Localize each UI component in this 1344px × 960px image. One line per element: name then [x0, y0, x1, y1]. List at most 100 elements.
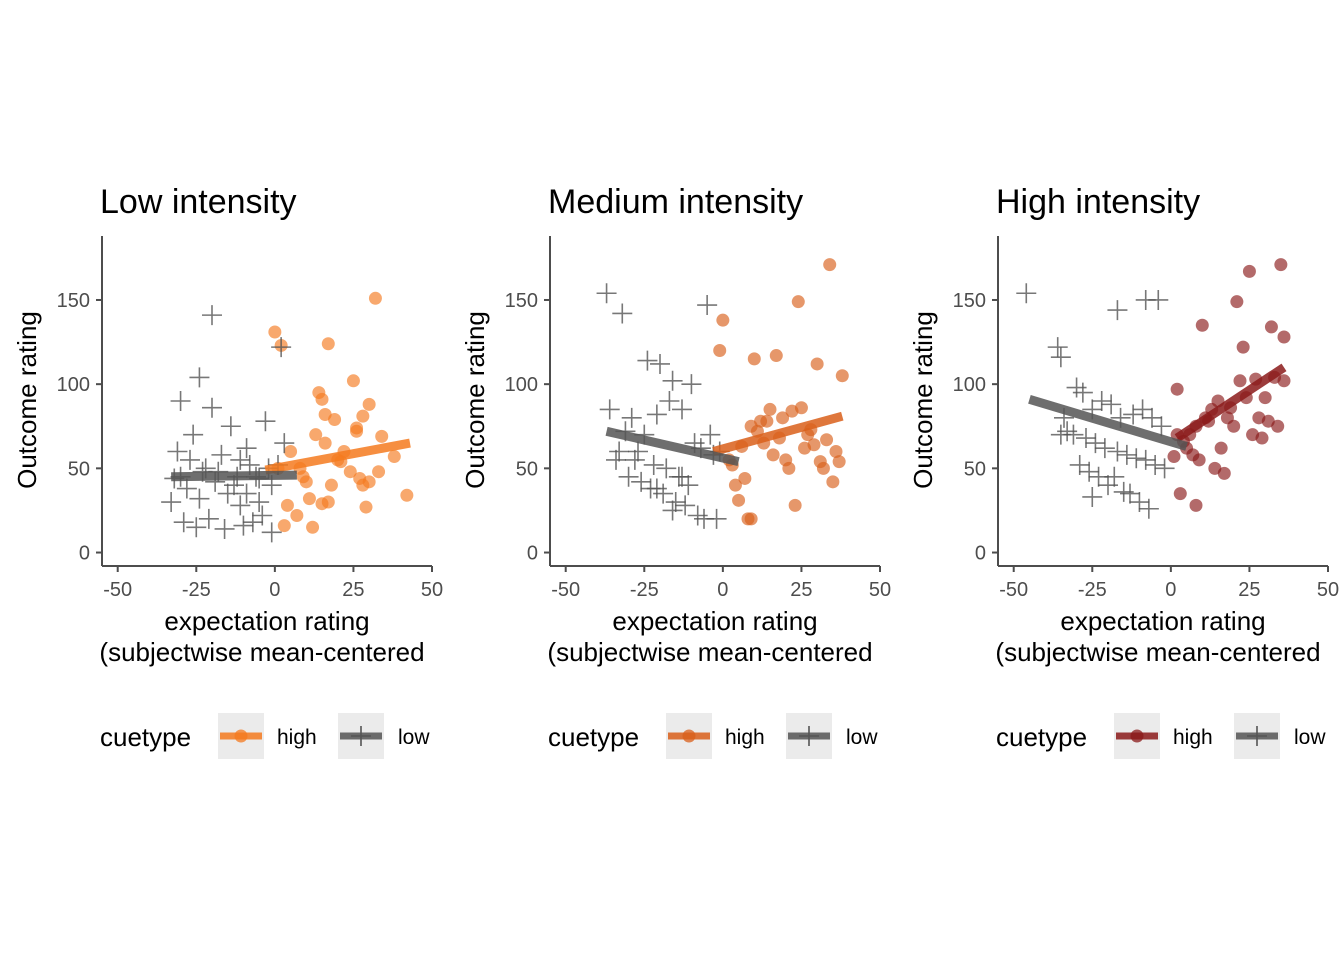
point-high: [744, 419, 758, 433]
panel-title: Low intensity: [100, 183, 297, 221]
point-high: [1167, 450, 1181, 464]
fit-line-high: [1174, 363, 1287, 442]
point-low: [236, 483, 257, 504]
point-high: [277, 519, 291, 533]
y-tick-label: 0: [527, 543, 538, 565]
point-low: [233, 515, 254, 536]
point-low: [1050, 347, 1071, 368]
point-low: [1079, 461, 1100, 482]
y-axis-label: Outcome rating: [908, 311, 938, 489]
point-low: [646, 404, 667, 425]
point-low: [621, 407, 642, 428]
point-high: [826, 475, 840, 489]
y-tick-label: 150: [57, 290, 90, 312]
point-high: [1195, 318, 1209, 332]
point-low: [189, 488, 210, 509]
point-high: [766, 448, 780, 462]
point-low: [599, 399, 620, 420]
point-low: [252, 505, 273, 526]
point-low: [1076, 428, 1096, 449]
point-high: [268, 325, 282, 339]
legend-label-low: low: [398, 726, 430, 749]
x-tick-label: -25: [182, 579, 211, 601]
point-low: [1151, 416, 1172, 437]
y-tick-label: 100: [953, 374, 986, 396]
y-tick-label: 150: [953, 290, 986, 312]
point-low: [230, 495, 251, 516]
point-high: [1255, 431, 1269, 445]
point-low: [167, 441, 188, 462]
point-low: [1016, 283, 1037, 304]
point-low: [1154, 458, 1175, 479]
x-tick-label: -25: [630, 579, 659, 601]
x-tick-label: 50: [421, 579, 443, 601]
point-low: [646, 478, 667, 499]
point-low: [681, 374, 702, 395]
point-high: [728, 478, 742, 492]
y-tick-label: 100: [57, 374, 90, 396]
point-low: [1101, 394, 1122, 415]
x-tick-label: -50: [999, 579, 1028, 601]
point-low: [618, 466, 639, 487]
point-low: [1082, 486, 1103, 507]
point-high: [832, 455, 846, 469]
point-high: [782, 461, 796, 475]
point-low: [665, 492, 686, 513]
panel-1: Low intensity 0 50 100 150 -50 -25 0 25 50 expecta…: [12, 183, 443, 759]
legend-title: cuetype: [996, 722, 1087, 752]
legend: cuetype high low: [100, 713, 430, 759]
legend-marker-low: [1247, 726, 1267, 746]
point-high: [835, 369, 849, 383]
legend-label-high: high: [1173, 726, 1213, 749]
point-low: [236, 438, 257, 459]
legend-label-high: high: [725, 726, 765, 749]
point-high: [1236, 340, 1250, 354]
x-tick-label: 25: [1238, 579, 1260, 601]
point-high: [738, 471, 752, 485]
panel-title: High intensity: [996, 183, 1200, 221]
point-low: [1142, 407, 1162, 428]
point-low: [606, 449, 626, 470]
point-high: [816, 461, 830, 475]
point-low: [271, 337, 292, 358]
fit-line-high: [712, 411, 844, 456]
point-high: [820, 433, 834, 447]
point-low: [1116, 444, 1137, 465]
point-high: [1274, 258, 1288, 272]
point-high: [368, 291, 382, 305]
point-high: [713, 343, 727, 357]
x-axis-label-line2: (subjectwise mean-centered: [995, 637, 1320, 667]
y-tick-label: 150: [505, 290, 538, 312]
legend-label-high: high: [277, 726, 317, 749]
point-low: [662, 500, 683, 521]
point-low: [202, 397, 222, 418]
point-low: [198, 508, 219, 529]
point-high: [321, 495, 335, 509]
point-high: [1170, 382, 1184, 396]
legend-label-low: low: [846, 726, 878, 749]
y-axis-label: Outcome rating: [12, 311, 42, 489]
point-low: [609, 441, 630, 462]
point-low: [261, 522, 282, 543]
legend-label-low: low: [1294, 726, 1326, 749]
x-tick-label: 0: [717, 579, 728, 601]
point-low: [1094, 438, 1115, 459]
point-high: [1277, 330, 1291, 344]
point-high: [346, 374, 360, 388]
x-tick-label: 50: [1317, 579, 1339, 601]
point-high: [302, 492, 316, 506]
y-tick-label: 50: [964, 458, 986, 480]
point-low: [672, 399, 692, 420]
point-high: [375, 429, 389, 443]
y-axis-label: Outcome rating: [460, 311, 490, 489]
point-high: [318, 436, 332, 450]
point-low: [662, 370, 683, 391]
point-low: [1091, 391, 1112, 411]
point-high: [829, 445, 843, 459]
fit-line-high: [264, 438, 411, 475]
point-high: [356, 478, 370, 492]
point-high: [280, 498, 294, 512]
point-low: [173, 512, 194, 533]
point-high: [716, 313, 730, 327]
